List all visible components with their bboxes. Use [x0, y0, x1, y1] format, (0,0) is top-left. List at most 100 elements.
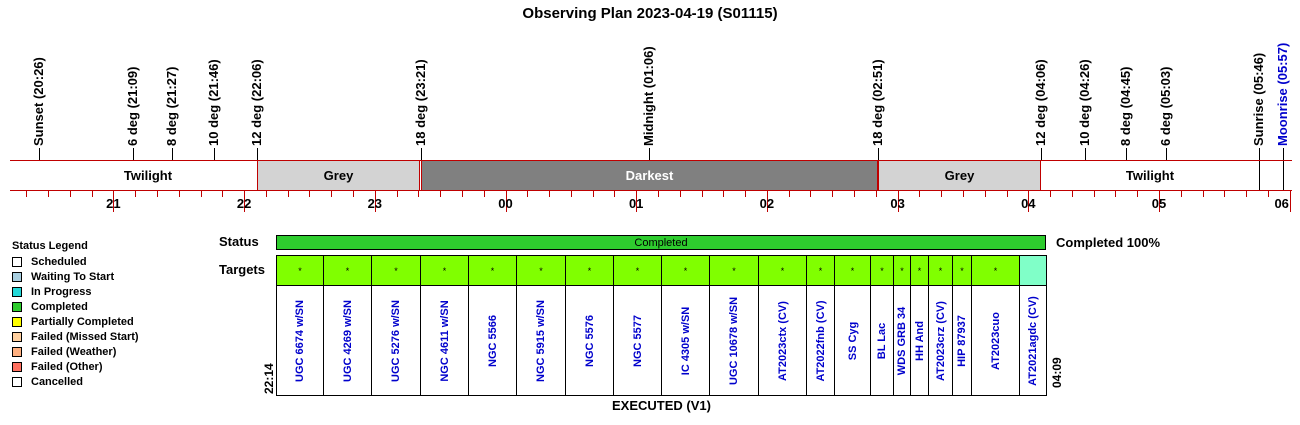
axis-tick [636, 190, 637, 212]
target-status-cell[interactable]: * [710, 256, 759, 285]
axis-tick [375, 190, 376, 212]
legend-title: Status Legend [12, 240, 88, 252]
hour-label: 21 [106, 196, 121, 211]
axis-tick [288, 190, 289, 197]
hour-label: 22 [236, 196, 252, 211]
legend-item: Waiting To Start [12, 271, 114, 283]
legend-swatch [12, 302, 22, 312]
target-name-cell[interactable]: HH And [911, 286, 929, 395]
target-status-cell[interactable]: * [324, 256, 372, 285]
target-name-cell[interactable]: AT2023crz (CV) [929, 286, 953, 395]
legend-item: Cancelled [12, 376, 83, 388]
target-name: HH And [913, 320, 926, 361]
target-status-cell[interactable]: * [929, 256, 953, 285]
status-bar: Completed [276, 235, 1046, 250]
target-status-cell[interactable]: * [469, 256, 517, 285]
axis-tick [614, 190, 615, 197]
target-name-cell[interactable]: NGC 5566 [469, 286, 517, 395]
target-name: UGC 6674 w/SN [294, 299, 306, 382]
timeline-top-line [10, 160, 1292, 161]
target-status-cell[interactable]: * [421, 256, 469, 285]
axis-tick [1268, 190, 1269, 197]
axis-tick [745, 190, 746, 197]
target-status-cell[interactable]: * [894, 256, 911, 285]
target-status-cell[interactable]: * [517, 256, 566, 285]
axis-tick [963, 190, 964, 197]
target-status-cell[interactable]: * [372, 256, 421, 285]
target-name-cell[interactable]: UGC 4269 w/SN [324, 286, 372, 395]
status-row-label: Status [219, 234, 259, 249]
target-status-cell[interactable]: * [662, 256, 710, 285]
target-name-cell[interactable]: AT2021agdc (CV) [1020, 286, 1046, 395]
legend-item: Completed [12, 301, 88, 313]
axis-tick [702, 190, 703, 197]
target-status-cell[interactable]: * [807, 256, 835, 285]
legend-label: Waiting To Start [31, 271, 115, 283]
axis-tick [70, 190, 71, 197]
target-name-cell[interactable]: AT2023cuo [972, 286, 1020, 395]
target-status-cell[interactable]: * [835, 256, 871, 285]
legend-label: Failed (Weather) [31, 346, 117, 358]
axis-tick [397, 190, 398, 197]
target-name-cell[interactable]: AT2022fnb (CV) [807, 286, 835, 395]
target-name-cell[interactable]: IC 4305 w/SN [662, 286, 710, 395]
target-name: SS Cyg [846, 321, 859, 360]
event-label: 10 deg (04:26) [1076, 59, 1092, 146]
axis-tick [179, 190, 180, 197]
event-label: 18 deg (23:21) [412, 59, 428, 146]
target-status-cell[interactable]: * [277, 256, 324, 285]
legend-label: Completed [31, 301, 88, 313]
hour-label: 06 [1274, 196, 1289, 211]
target-name-cell[interactable]: BL Lac [871, 286, 894, 395]
target-status-cell[interactable] [1020, 256, 1046, 285]
axis-tick [1050, 190, 1051, 197]
target-status-cell[interactable]: * [871, 256, 894, 285]
target-name-cell[interactable]: NGC 5577 [614, 286, 662, 395]
legend-swatch [12, 257, 22, 267]
target-name-cell[interactable]: NGC 5915 w/SN [517, 286, 566, 395]
target-name-cell[interactable]: SS Cyg [835, 286, 871, 395]
event-label: 8 deg (21:27) [164, 66, 180, 146]
target-name-cell[interactable]: UGC 5276 w/SN [372, 286, 421, 395]
target-status-cell[interactable]: * [911, 256, 929, 285]
status-summary: Completed 100% [1056, 235, 1161, 250]
target-status-cell[interactable]: * [614, 256, 662, 285]
target-name-cell[interactable]: NGC 5576 [566, 286, 614, 395]
axis-tick [571, 190, 572, 197]
axis-tick [1181, 190, 1182, 197]
axis-tick [157, 190, 158, 197]
target-name-cell[interactable]: UGC 6674 w/SN [277, 286, 324, 395]
targets-row-label: Targets [219, 262, 265, 277]
axis-tick [941, 190, 942, 197]
target-name-cell[interactable]: NGC 4611 w/SN [421, 286, 469, 395]
hour-label: 00 [498, 196, 513, 211]
legend-swatch [12, 377, 22, 387]
axis-tick [593, 190, 594, 197]
axis-tick [135, 190, 136, 197]
event-label: Midnight (01:06) [641, 46, 657, 146]
target-status-cell[interactable]: * [566, 256, 614, 285]
target-name-cell[interactable]: WDS GRB 34 [894, 286, 911, 395]
axis-tick [549, 190, 550, 197]
axis-tick [658, 190, 659, 197]
target-name-cell[interactable]: UGC 10678 w/SN [710, 286, 759, 395]
hour-label: 05 [1151, 196, 1167, 211]
target-status-cell[interactable]: * [953, 256, 972, 285]
axis-tick [1290, 190, 1291, 212]
hour-label: 02 [759, 196, 775, 211]
target-name-cell[interactable]: AT2023ctx (CV) [759, 286, 807, 395]
target-name: AT2023ctx (CV) [776, 300, 789, 381]
target-name-cell[interactable]: HIP 87937 [953, 286, 972, 395]
axis-tick [244, 190, 245, 212]
axis-tick [418, 190, 419, 197]
target-status-cell[interactable]: * [759, 256, 807, 285]
target-status-cell[interactable]: * [972, 256, 1020, 285]
legend-label: Failed (Other) [31, 361, 103, 373]
event-label: 12 deg (22:06) [249, 59, 265, 146]
target-name: IC 4305 w/SN [679, 306, 692, 375]
legend-swatch [12, 362, 22, 372]
legend-item: Scheduled [12, 256, 87, 268]
end-time-label: 04:09 [1050, 357, 1064, 388]
axis-tick [26, 190, 27, 197]
event-tick [1283, 148, 1284, 190]
